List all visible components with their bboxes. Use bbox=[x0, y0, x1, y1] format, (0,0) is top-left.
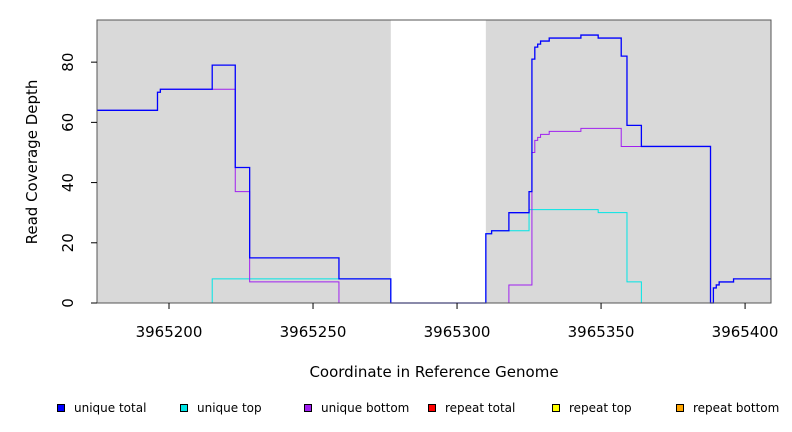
y-tick-label: 20 bbox=[59, 233, 77, 252]
legend-label: unique bottom bbox=[321, 401, 410, 415]
legend-item-repeat-bottom: repeat bottom bbox=[676, 400, 779, 416]
legend-item-repeat-top: repeat top bbox=[552, 400, 632, 416]
legend-label: repeat total bbox=[445, 401, 516, 415]
legend-item-repeat-total: repeat total bbox=[428, 400, 515, 416]
legend-label: unique total bbox=[74, 401, 147, 415]
x-tick-label: 3965400 bbox=[712, 323, 779, 341]
legend-swatch bbox=[552, 404, 560, 412]
x-axis: 3965200 3965250 3965300 3965350 3965400 bbox=[136, 303, 779, 341]
x-tick-label: 3965350 bbox=[568, 323, 635, 341]
series-line-unique-bottom bbox=[97, 88, 771, 304]
legend-label: repeat bottom bbox=[693, 401, 780, 415]
plot-frame bbox=[96, 19, 772, 304]
y-axis-title: Read Coverage Depth bbox=[23, 80, 41, 245]
y-tick-label: 40 bbox=[59, 173, 77, 192]
legend-swatch bbox=[676, 404, 684, 412]
x-tick-label: 3965300 bbox=[424, 323, 491, 341]
y-tick-label: 80 bbox=[59, 53, 77, 72]
coverage-chart: 3965200 3965250 3965300 3965350 3965400 0 20 4… bbox=[23, 19, 779, 381]
legend-item-unique-top: unique top bbox=[180, 400, 262, 416]
legend: unique total unique top unique bottom re… bbox=[0, 400, 792, 420]
x-tick-label: 3965200 bbox=[136, 323, 203, 341]
y-axis: 0 20 40 60 80 bbox=[59, 53, 97, 308]
shaded-region bbox=[485, 20, 771, 303]
legend-swatch bbox=[428, 404, 436, 412]
x-axis-title: Coordinate in Reference Genome bbox=[309, 363, 558, 381]
legend-item-unique-bottom: unique bottom bbox=[304, 400, 409, 416]
legend-swatch bbox=[180, 404, 188, 412]
y-tick-label: 60 bbox=[59, 113, 77, 132]
x-tick-label: 3965250 bbox=[280, 323, 347, 341]
legend-item-unique-total: unique total bbox=[57, 400, 146, 416]
legend-swatch bbox=[57, 404, 65, 412]
legend-label: repeat top bbox=[569, 401, 632, 415]
legend-label: unique top bbox=[197, 401, 262, 415]
shaded-region bbox=[97, 20, 391, 303]
legend-swatch bbox=[304, 404, 312, 412]
y-tick-label: 0 bbox=[59, 298, 77, 308]
shaded-regions bbox=[97, 20, 771, 303]
